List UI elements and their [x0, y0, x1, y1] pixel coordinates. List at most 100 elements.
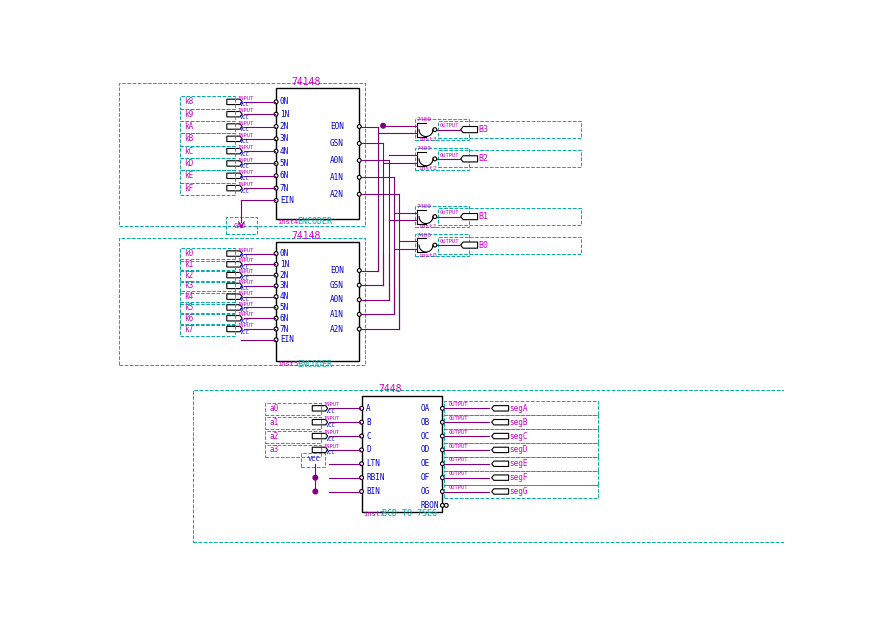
Polygon shape: [227, 294, 242, 299]
Circle shape: [274, 305, 278, 310]
Text: A1N: A1N: [330, 310, 344, 319]
Text: 3N: 3N: [280, 281, 289, 290]
Text: VCC: VCC: [240, 329, 250, 334]
Circle shape: [441, 489, 444, 493]
Text: OUTPUT: OUTPUT: [440, 239, 459, 243]
Text: kC: kC: [183, 146, 193, 156]
Circle shape: [274, 273, 278, 277]
Circle shape: [274, 125, 278, 129]
Text: k6: k6: [183, 314, 193, 323]
Text: VCC: VCC: [240, 276, 250, 281]
Text: ENCODER: ENCODER: [297, 218, 332, 227]
Text: inst3: inst3: [418, 137, 437, 142]
Text: ENCODER: ENCODER: [297, 360, 332, 369]
Text: kD: kD: [183, 159, 193, 168]
Polygon shape: [227, 136, 242, 142]
Circle shape: [274, 161, 278, 166]
Polygon shape: [491, 447, 509, 452]
Polygon shape: [491, 475, 509, 480]
Bar: [180, 171, 236, 183]
Text: a2: a2: [269, 431, 278, 441]
Bar: [438, 150, 581, 167]
Polygon shape: [461, 242, 478, 248]
Circle shape: [444, 504, 448, 507]
Bar: [444, 415, 598, 429]
Circle shape: [357, 269, 361, 273]
Circle shape: [357, 176, 361, 179]
Text: VCC: VCC: [326, 423, 335, 428]
Circle shape: [441, 434, 444, 438]
Text: segA: segA: [510, 404, 528, 413]
Text: OB: OB: [421, 418, 430, 426]
Circle shape: [433, 128, 436, 132]
Text: a0: a0: [269, 404, 278, 413]
Text: 7400: 7400: [417, 232, 432, 237]
Bar: [180, 302, 236, 315]
Circle shape: [313, 475, 318, 480]
Circle shape: [441, 448, 444, 452]
Text: VCC: VCC: [240, 254, 250, 259]
Text: INPUT: INPUT: [323, 444, 340, 449]
Circle shape: [357, 192, 361, 196]
Bar: [180, 291, 236, 303]
Text: inst4: inst4: [278, 219, 299, 225]
Text: OUTPUT: OUTPUT: [440, 153, 459, 158]
Text: 5N: 5N: [280, 303, 289, 312]
Polygon shape: [313, 420, 327, 425]
Circle shape: [274, 100, 278, 104]
Text: OUTPUT: OUTPUT: [440, 123, 459, 129]
Text: inst5: inst5: [278, 362, 299, 368]
Text: 7400: 7400: [417, 146, 432, 151]
Text: kF: kF: [183, 184, 193, 193]
Text: VCC: VCC: [307, 456, 320, 462]
Text: A2N: A2N: [330, 324, 344, 334]
Text: INPUT: INPUT: [237, 96, 254, 101]
Polygon shape: [491, 461, 509, 467]
Text: 7448: 7448: [379, 384, 402, 394]
Bar: [276, 242, 360, 362]
Bar: [180, 183, 236, 195]
Text: EON: EON: [330, 266, 344, 275]
Polygon shape: [227, 99, 242, 104]
Text: k5: k5: [183, 303, 193, 312]
Circle shape: [274, 137, 278, 141]
Text: VCC: VCC: [240, 265, 250, 270]
Circle shape: [441, 420, 444, 424]
Circle shape: [274, 149, 278, 153]
Bar: [444, 457, 598, 471]
Circle shape: [357, 327, 361, 331]
Text: INPUT: INPUT: [237, 280, 254, 285]
Text: 0N: 0N: [280, 249, 289, 258]
Text: VCC: VCC: [240, 188, 250, 193]
Text: VCC: VCC: [240, 127, 250, 132]
Text: INPUT: INPUT: [237, 312, 254, 317]
Text: 5N: 5N: [280, 159, 289, 168]
Text: INPUT: INPUT: [237, 133, 254, 138]
Bar: [180, 324, 236, 336]
Bar: [180, 133, 236, 146]
Text: OD: OD: [421, 446, 430, 454]
Polygon shape: [313, 433, 327, 439]
Text: 4N: 4N: [280, 146, 289, 156]
Polygon shape: [227, 111, 242, 117]
Text: INPUT: INPUT: [237, 145, 254, 150]
Text: B0: B0: [478, 240, 488, 250]
Bar: [361, 396, 443, 512]
Bar: [438, 237, 581, 253]
Text: a1: a1: [269, 418, 278, 426]
Text: RBIN: RBIN: [366, 473, 385, 482]
Circle shape: [357, 142, 361, 145]
Circle shape: [274, 327, 278, 331]
Circle shape: [433, 157, 436, 161]
Text: 2N: 2N: [280, 122, 289, 131]
Bar: [193, 390, 784, 543]
Text: BIN: BIN: [366, 487, 380, 496]
Circle shape: [357, 283, 361, 287]
Text: VCC: VCC: [326, 437, 335, 442]
Text: OE: OE: [421, 459, 430, 468]
Circle shape: [274, 338, 278, 342]
Circle shape: [274, 174, 278, 178]
Text: BCD TO 7SEG: BCD TO 7SEG: [382, 509, 436, 519]
Text: inst0: inst0: [418, 253, 437, 258]
Circle shape: [357, 158, 361, 163]
